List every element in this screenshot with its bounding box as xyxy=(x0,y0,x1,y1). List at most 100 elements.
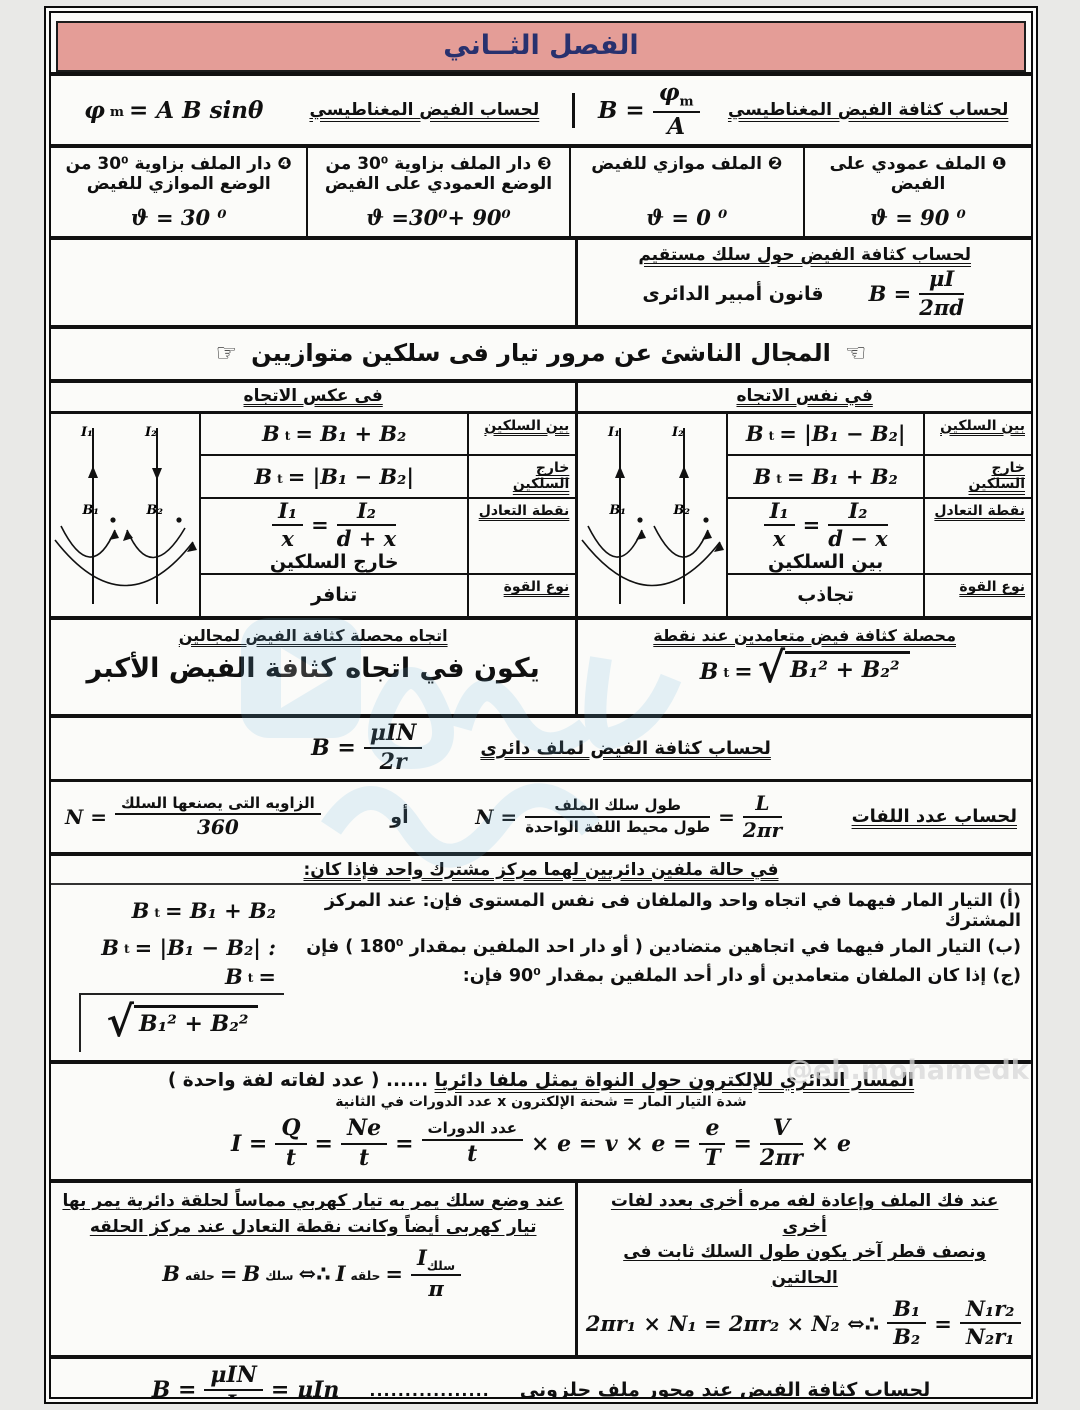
circular-coil-row: لحساب كثافة الفيض لملف دائرى B = μIN 2r xyxy=(51,718,1031,782)
resultant-direction-text: يكون في اتجاه كثافة الفيض الأكبر xyxy=(86,652,540,684)
or-word: أو xyxy=(390,805,409,828)
opposite-direction-diagram: I₁ I₂ B₁ B₂ xyxy=(51,414,199,616)
case-3-num: ❸ xyxy=(537,154,552,175)
turns-title: لحساب عدد اللفات xyxy=(851,806,1017,828)
same-direction-header: في نفس الاتجاه xyxy=(575,382,1031,411)
same-direction-diagram: I₁ I₂ B₁ B₂ xyxy=(578,414,726,616)
case-4-eq: ϑ = 30 ⁰ xyxy=(130,205,227,231)
resultant-direction-box: اتجاه محصلة كثافة الفيض لمجالين يكون في … xyxy=(51,620,575,714)
svg-text:B₁: B₁ xyxy=(609,503,627,518)
radical-sign: √ xyxy=(757,642,786,692)
opposite-direction-header: فى عكس الاتجاه xyxy=(243,385,383,406)
solenoid-row: لحساب كثافة الفيض عند محور ملف حلزوني ..… xyxy=(51,1359,1031,1404)
svg-text:B₂: B₂ xyxy=(673,503,691,518)
concentric-case-a: (أ) التيار المار فيهما في اتجاه واحد وال… xyxy=(131,890,1021,931)
case-3-eq: ϑ =30⁰+ 90⁰ xyxy=(366,205,511,231)
flux-cell: لحساب الفيض المغناطيسي φ m = A B sinθ xyxy=(51,92,576,128)
rewind-coil-box: عند فك الملف وإعادة لفه مره أخرى بعدد لف… xyxy=(575,1183,1031,1356)
electron-title: المسار الدائري للإلكترون حول النواة يمثل… xyxy=(434,1070,915,1092)
empty-cell xyxy=(51,240,575,324)
case-3: ❸ دار الملف بزاوية 30⁰ من الوضع العمودي … xyxy=(306,148,568,237)
resultant-direction-title: اتجاه محصلة كثافة الفيض لمجالين xyxy=(178,625,448,645)
chapter-header-wrap: الفصل الثــاني xyxy=(51,13,1031,76)
flux-formula: φ m = A B sinθ xyxy=(84,96,264,124)
case-2-num: ❷ xyxy=(767,154,783,175)
svg-text:B₁: B₁ xyxy=(81,503,99,518)
svg-text:I₁: I₁ xyxy=(607,425,620,440)
solenoid-title: لحساب كثافة الفيض عند محور ملف حلزوني xyxy=(519,1379,931,1402)
ampere-law-name: قانون أمبير الدائرى xyxy=(642,282,824,305)
electron-dots: ...... xyxy=(385,1070,429,1092)
circular-coil-formula: B = μIN 2r xyxy=(311,720,425,776)
concentric-case-c: (ج) إذا كان الملفان متعامدين أو دار أحد … xyxy=(225,963,1021,989)
same-neutral-row: نقطة التعادل I₁ x = I₂ d − x بين السلكين xyxy=(728,498,1031,576)
flux-density-formula: B = φm A xyxy=(598,79,703,140)
case-1-num: ❶ xyxy=(991,154,1007,175)
concentric-coils-section: في حالة ملفين دائريين لهما مركز مشترك وا… xyxy=(51,856,1031,1065)
electron-title-tail: ( عدد لفاته لفة واحدة ) xyxy=(167,1070,380,1092)
case-2-text: الملف موازي للفيض xyxy=(591,154,762,175)
turns-row: لحساب عدد اللفات N = طول سلك الملف طول مح… xyxy=(51,782,1031,856)
ampere-formula: B = μI 2πd xyxy=(868,266,964,320)
flux-row: لحساب كثافة الفيض المغناطيسي B = φm A لحس… xyxy=(51,76,1031,149)
straight-wire-title: لحساب كثافة الفيض حول سلك مستقيم xyxy=(638,245,971,266)
flux-density-label: لحساب كثافة الفيض المغناطيسي xyxy=(727,100,1009,121)
concentric-case-b: (ب) التيار المار فيهما في اتجاهين متضادي… xyxy=(101,934,1021,960)
direction-headers: في نفس الاتجاه فى عكس الاتجاه xyxy=(51,382,1031,414)
parallel-wires-title: المجال الناشئ عن مرور تيار فى سلكين متوا… xyxy=(251,338,831,367)
turns-formula-1: N = طول سلك الملف طول محيط اللفة الواحدة … xyxy=(475,790,782,842)
opp-force-value: تنافر xyxy=(311,584,358,607)
angle-cases-row: ❶ الملف عمودي على الفيض ϑ = 90 ⁰ ❷ الملف… xyxy=(51,148,1031,241)
circular-coil-title: لحساب كثافة الفيض لملف دائرى xyxy=(480,737,771,759)
opp-force-row: نوع القوة تنافر xyxy=(201,575,575,616)
solenoid-formula: B = μINL = μIn xyxy=(151,1362,340,1404)
tricks-row: عند فك الملف وإعادة لفه مره أخرى بعدد لف… xyxy=(51,1183,1031,1360)
svg-text:I₂: I₂ xyxy=(671,425,684,440)
case-4-num: ❹ xyxy=(277,154,292,175)
formula-sheet-page: الفصل الثــاني لحساب كثافة الفيض المغناط… xyxy=(44,6,1038,1404)
straight-wire-row: لحساب كثافة الفيض حول سلك مستقيم B = μI 2… xyxy=(51,240,1031,329)
pointing-hand-icon: ☞ xyxy=(215,338,238,367)
same-force-row: نوع القوة تجاذب xyxy=(728,575,1031,616)
svg-text:B₂: B₂ xyxy=(145,503,163,518)
turns-formula-2: N = الزاويه التى يصنعها السلك 360 xyxy=(65,794,324,839)
radical-sign: √ xyxy=(106,996,134,1046)
flux-label: لحساب الفيض المغناطيسي xyxy=(309,100,540,121)
pointing-hand-icon: ☜ xyxy=(844,338,867,367)
case-1: ❶ الملف عمودي على الفيض ϑ = 90 ⁰ xyxy=(803,148,1031,237)
svg-text:I₁: I₁ xyxy=(80,425,93,440)
case-2: ❷ الملف موازي للفيض ϑ = 0 ⁰ xyxy=(568,148,803,237)
concentric-sqrt-result: √ B₁² + B₂² xyxy=(79,992,284,1053)
case-2-eq: ϑ = 0 ⁰ xyxy=(646,205,728,231)
case-4-text: دار الملف بزاوية 30⁰ من الوضع الموازي لل… xyxy=(65,154,272,195)
rewind-formula: 2πr₁ × N₁ = 2πr₂ × N₂ ⇔∴ B₁ B₂ = N₁r₂ N₂r₁ xyxy=(586,1296,1021,1349)
same-force-value: تجاذب xyxy=(797,584,855,607)
chapter-title: الفصل الثــاني xyxy=(56,21,1026,72)
tangent-wire-box: عند وضع سلك يمر به تيار كهربي مماساً لحل… xyxy=(61,1191,565,1302)
electron-subtitle: شدة التيار المار = شحنة الإلكترون x عدد … xyxy=(335,1094,747,1111)
straight-wire-box: لحساب كثافة الفيض حول سلك مستقيم B = μI 2… xyxy=(575,240,1031,325)
electron-path-section: المسار الدائري للإلكترون حول النواة يمثل… xyxy=(51,1064,1031,1184)
case-1-eq: ϑ = 90 ⁰ xyxy=(870,205,966,231)
solenoid-dots: ................. xyxy=(369,1380,490,1400)
svg-text:I₂: I₂ xyxy=(144,425,157,440)
flux-density-cell: لحساب كثافة الفيض المغناطيسي B = φm A xyxy=(575,76,1031,144)
opp-neutral-row: نقطة التعادل I₁ x = I₂ d + x خارج السلكين xyxy=(201,498,576,576)
tangent-formula: B حلقه = B سلك ⇔∴ I حلقه = Iسلك π xyxy=(61,1245,565,1301)
parallel-wires-title-row: ☜ المجال الناشئ عن مرور تيار فى سلكين متو… xyxy=(51,329,1031,383)
perpendicular-resultant-title: محصلة كثافة فيض متعامدين عند نقطة xyxy=(653,625,956,645)
opp-neutral-note: خارج السلكين xyxy=(269,551,399,574)
case-4: ❹ دار الملف بزاوية 30⁰ من الوضع الموازي … xyxy=(51,148,306,236)
concentric-title: في حالة ملفين دائريين لهما مركز مشترك وا… xyxy=(51,860,1031,885)
